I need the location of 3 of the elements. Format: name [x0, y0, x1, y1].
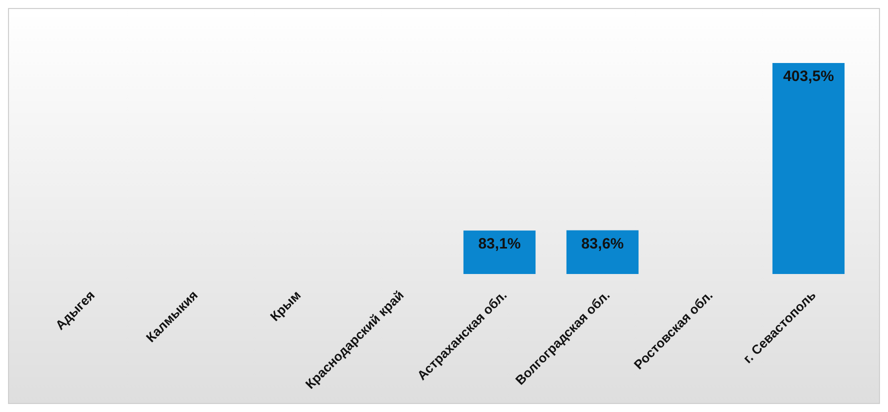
data-label: 83,1% — [478, 236, 521, 253]
data-label: 403,5% — [783, 68, 834, 85]
data-label: 83,6% — [581, 235, 624, 252]
